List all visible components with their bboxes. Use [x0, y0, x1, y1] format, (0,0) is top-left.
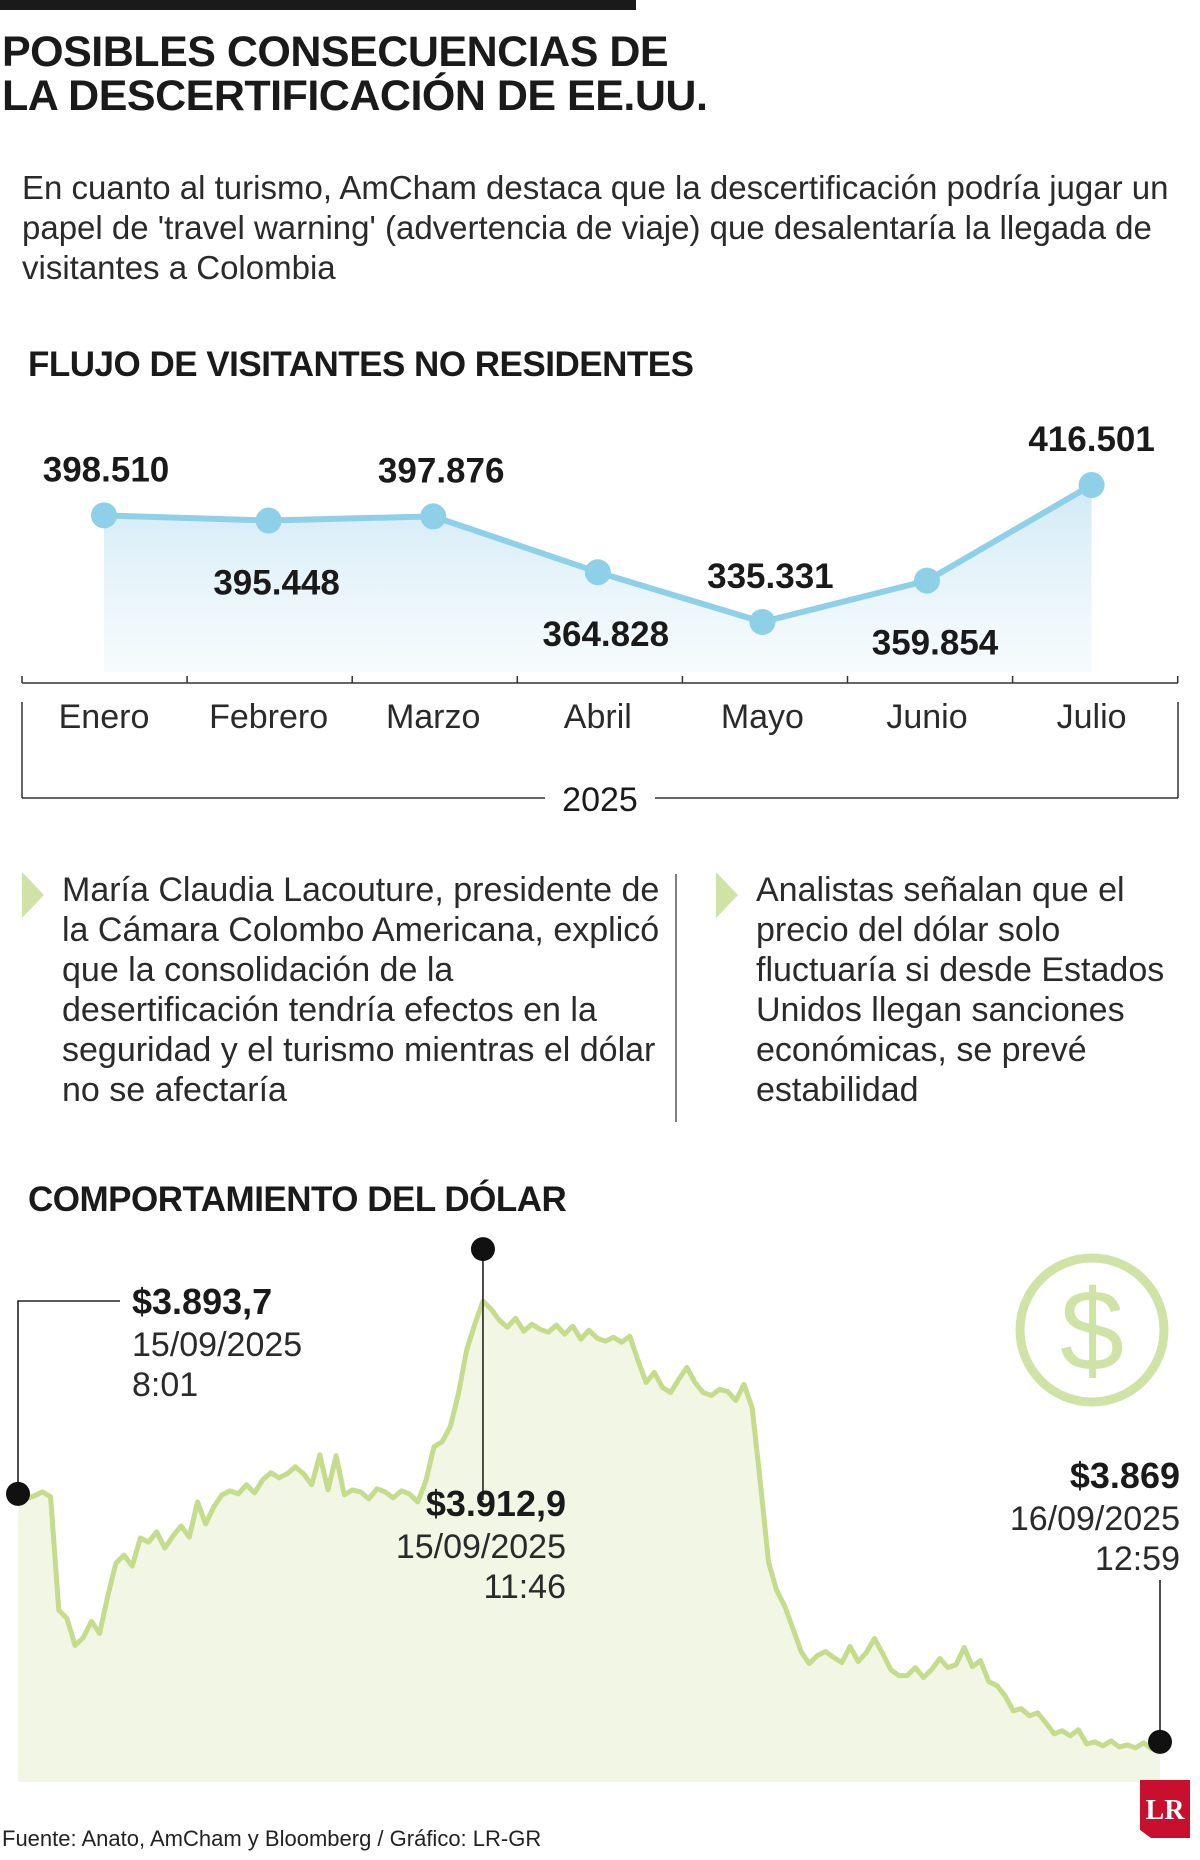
- annotation-value: $3.869: [1070, 1455, 1180, 1496]
- dollar-chart-title: COMPORTAMIENTO DEL DÓLAR: [28, 1180, 567, 1219]
- dollar-line: [16, 1298, 1162, 1752]
- dollar-key-point: [470, 1237, 495, 1262]
- annotation-value: $3.893,7: [132, 1281, 272, 1322]
- intro-text: En cuanto al turismo, AmCham destaca que…: [22, 169, 1169, 286]
- dollar-icon: $: [1015, 1253, 1169, 1407]
- x-category-label: Abril: [564, 698, 632, 736]
- visitors-point: [1078, 472, 1105, 498]
- visitors-data-label: 416.501: [1028, 420, 1155, 459]
- visitors-point: [255, 507, 282, 534]
- header-rule: [0, 0, 636, 10]
- visitors-point: [420, 503, 447, 530]
- visitors-data-label: 335.331: [707, 557, 834, 596]
- visitors-data-label: 398.510: [43, 450, 170, 489]
- x-category-label: Febrero: [209, 698, 328, 736]
- x-category-label: Mayo: [721, 698, 804, 736]
- lr-logo: LR: [1140, 1780, 1190, 1838]
- visitors-data-label: 397.876: [378, 451, 505, 490]
- x-category-label: Julio: [1057, 698, 1127, 736]
- annotation-leader-start: [17, 1300, 120, 1494]
- note-right-text: Analistas señalan que el precio del dóla…: [756, 871, 1165, 1109]
- note-left-arrow-icon: [22, 872, 44, 918]
- svg-text:$: $: [1060, 1267, 1124, 1395]
- annotation-date: 16/09/2025: [1010, 1500, 1180, 1538]
- dollar-key-point: [1148, 1729, 1172, 1754]
- visitors-point: [914, 567, 940, 594]
- visitors-data-label: 364.828: [543, 615, 670, 654]
- annotation-date: 15/09/2025: [132, 1326, 302, 1364]
- visitors-point: [584, 559, 611, 586]
- note-right-arrow-icon: [716, 872, 738, 918]
- annotation-value: $3.912,9: [426, 1483, 566, 1524]
- visitors-chart: 398.510 395.448 397.876 364.828 335.331 359.8…: [21, 420, 1179, 819]
- x-category-label: Junio: [886, 698, 967, 736]
- page-title: POSIBLES CONSECUENCIAS DE LA DESCERTIFIC…: [2, 28, 708, 120]
- x-category-label: Enero: [59, 698, 150, 736]
- annotation-time: 12:59: [1095, 1540, 1180, 1578]
- annotation-date: 15/09/2025: [396, 1528, 566, 1566]
- note-left-text: María Claudia Lacouture, presidente de l…: [62, 871, 660, 1109]
- x-axis-year-label: 2025: [562, 781, 638, 819]
- visitors-data-label: 395.448: [213, 564, 340, 603]
- annotation-time: 8:01: [132, 1366, 198, 1404]
- visitors-chart-title: FLUJO DE VISITANTES NO RESIDENTES: [28, 345, 694, 384]
- dollar-key-point: [6, 1481, 30, 1506]
- x-category-label: Marzo: [386, 698, 480, 736]
- visitors-point: [91, 502, 117, 529]
- annotation-time: 11:46: [483, 1568, 566, 1606]
- source-footer: Fuente: Anato, AmCham y Bloomberg / Gráf…: [2, 1826, 542, 1851]
- dollar-area: [18, 1301, 1160, 1782]
- visitors-data-label: 359.854: [872, 624, 999, 663]
- visitors-point: [749, 609, 776, 635]
